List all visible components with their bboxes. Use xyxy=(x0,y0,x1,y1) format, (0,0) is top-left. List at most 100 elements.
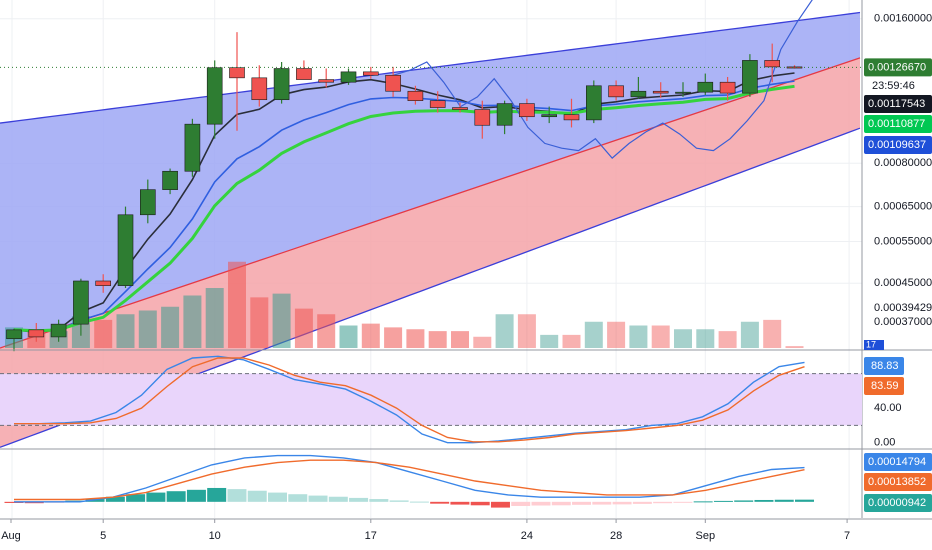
macd-histogram-bar xyxy=(551,501,571,506)
candle-body xyxy=(496,103,513,126)
candle-body xyxy=(229,67,245,79)
volume-bar xyxy=(651,325,670,348)
volume-bar xyxy=(696,329,715,348)
volume-bar xyxy=(317,314,336,348)
candle-body xyxy=(6,329,22,340)
volume-bar xyxy=(740,321,759,348)
oscillator-value-badge xyxy=(864,377,904,395)
volume-bar xyxy=(785,346,804,348)
candle-body xyxy=(385,74,401,92)
candle-body xyxy=(585,85,602,121)
candle-body xyxy=(318,79,335,83)
volume-bar xyxy=(294,308,313,348)
macd-histogram-bar xyxy=(673,501,693,503)
macd-value-label: 0.00000942 xyxy=(868,497,926,509)
x-tick-label: 10 xyxy=(209,530,221,542)
oscillator-band xyxy=(0,373,862,426)
macd-histogram-bar xyxy=(531,501,551,506)
macd-histogram-bar xyxy=(632,501,652,504)
macd-value-badge xyxy=(864,494,932,512)
macd-value-badge xyxy=(864,473,932,491)
macd-value-label: 0.00014794 xyxy=(868,456,926,468)
candle-body xyxy=(273,68,290,101)
ma-mid-line xyxy=(13,80,795,332)
macd-histogram-bar xyxy=(105,496,125,502)
macd-value-badge xyxy=(864,453,932,471)
x-tick-label: Aug xyxy=(1,530,21,542)
volume-bar xyxy=(361,323,380,348)
macd-histogram-bar xyxy=(612,501,632,505)
channel-upper-line xyxy=(0,11,861,124)
y-tick-label: 0.00045000 xyxy=(874,277,932,289)
candle-body xyxy=(296,68,312,80)
x-tick-label: 28 xyxy=(610,530,622,542)
x-tick-label: 17 xyxy=(365,530,377,542)
x-tick-label: 5 xyxy=(100,530,106,542)
macd-histogram-bar xyxy=(146,492,166,502)
volume-bar xyxy=(428,331,447,348)
volume-tick-label: 0.00037000 xyxy=(874,316,932,328)
volume-bar xyxy=(228,261,246,348)
macd-histogram-bar xyxy=(389,500,409,502)
candle-body xyxy=(541,114,558,118)
macd-histogram-bar xyxy=(754,499,774,502)
macd-histogram-bar xyxy=(369,499,389,502)
small-badge xyxy=(864,340,884,350)
candle-body xyxy=(28,329,45,338)
candle-body xyxy=(608,85,624,98)
overlay-line xyxy=(392,0,813,159)
candle-body xyxy=(50,323,67,338)
macd-histogram-bar xyxy=(227,489,247,502)
price-label: 0.00126670 xyxy=(868,61,926,73)
volume-bar xyxy=(250,297,269,348)
candle-body xyxy=(407,90,424,101)
candle-body xyxy=(452,107,468,110)
macd-histogram-bar xyxy=(490,501,510,508)
macd-histogram-bar xyxy=(288,494,308,502)
macd-histogram-bar xyxy=(774,499,794,502)
candle-body xyxy=(117,214,134,286)
candle-body xyxy=(652,90,669,94)
volume-bar xyxy=(161,306,180,348)
volume-bar xyxy=(138,310,157,348)
macd-histogram-bar xyxy=(166,491,186,502)
oscillator-tick-label: 0.00 xyxy=(874,437,895,449)
volume-bar xyxy=(94,319,113,348)
macd-histogram-bar xyxy=(450,501,470,505)
candle-body xyxy=(140,189,156,216)
volume-bar xyxy=(473,336,492,348)
candle-body xyxy=(742,60,758,94)
candle-body xyxy=(519,103,535,118)
price-label: 0.00117543 xyxy=(868,98,925,110)
candle-body xyxy=(675,91,691,94)
volume-bar xyxy=(384,327,403,348)
volume-bar xyxy=(540,334,559,348)
volume-bar xyxy=(718,331,737,348)
candle-body xyxy=(184,123,201,172)
small-label: 17 xyxy=(866,339,876,349)
candle-body xyxy=(474,109,491,126)
candle-body xyxy=(206,67,223,125)
price-label: 23:59:46 xyxy=(872,80,915,92)
ma-long-line xyxy=(13,84,795,333)
volume-bar xyxy=(205,288,224,348)
macd-histogram-bar xyxy=(734,500,754,502)
oscillator-value-label: 88.83 xyxy=(871,360,899,372)
candle-body xyxy=(429,100,446,108)
volume-bar xyxy=(339,325,358,348)
candle-body xyxy=(764,60,781,68)
volume-bar xyxy=(272,293,291,348)
macd-histogram-bar xyxy=(430,501,450,504)
price-label-badge xyxy=(864,136,932,154)
price-label-badge xyxy=(864,115,932,133)
candle-body xyxy=(162,170,178,190)
volume-bar xyxy=(406,329,425,348)
candle-body xyxy=(362,71,379,76)
macd-line xyxy=(14,459,805,501)
volume-bar xyxy=(763,319,782,348)
channel-middle-line xyxy=(0,57,861,349)
price-label: 0.00110877 xyxy=(868,118,925,130)
price-label-badge xyxy=(864,58,932,77)
candle-body xyxy=(630,90,647,98)
candle-body xyxy=(563,114,580,121)
